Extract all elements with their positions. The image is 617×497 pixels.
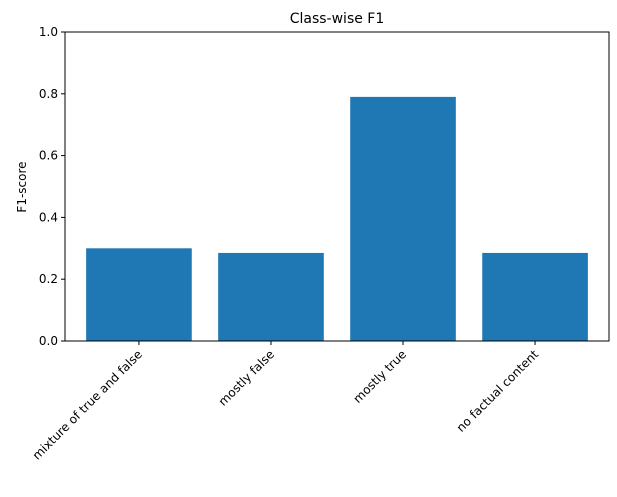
y-tick-label-4: 0.8 xyxy=(39,87,58,101)
x-tick-label-2: mostly true xyxy=(351,347,410,406)
y-tick-label-5: 1.0 xyxy=(39,25,58,39)
chart-title: Class-wise F1 xyxy=(290,11,385,27)
bar-2 xyxy=(350,96,456,341)
bar-3 xyxy=(482,252,588,341)
x-tick-label-1: mostly false xyxy=(216,347,277,408)
x-tick-label-0: mixture of true and false xyxy=(30,347,145,462)
y-tick-label-1: 0.2 xyxy=(39,272,58,286)
plot-frame xyxy=(64,31,610,342)
plot-area: 0.0 0.2 0.4 0.6 0.8 1.0 mixture of true and fa… xyxy=(30,25,610,463)
y-tick-label-3: 0.6 xyxy=(39,149,58,163)
bar-1 xyxy=(218,252,324,341)
y-tick-label-0: 0.0 xyxy=(39,334,58,348)
y-tick-label-2: 0.4 xyxy=(39,210,58,224)
y-axis-label: F1-score xyxy=(15,161,29,212)
x-tick-label-3: no factual content xyxy=(454,347,542,435)
bar-0 xyxy=(86,248,192,341)
